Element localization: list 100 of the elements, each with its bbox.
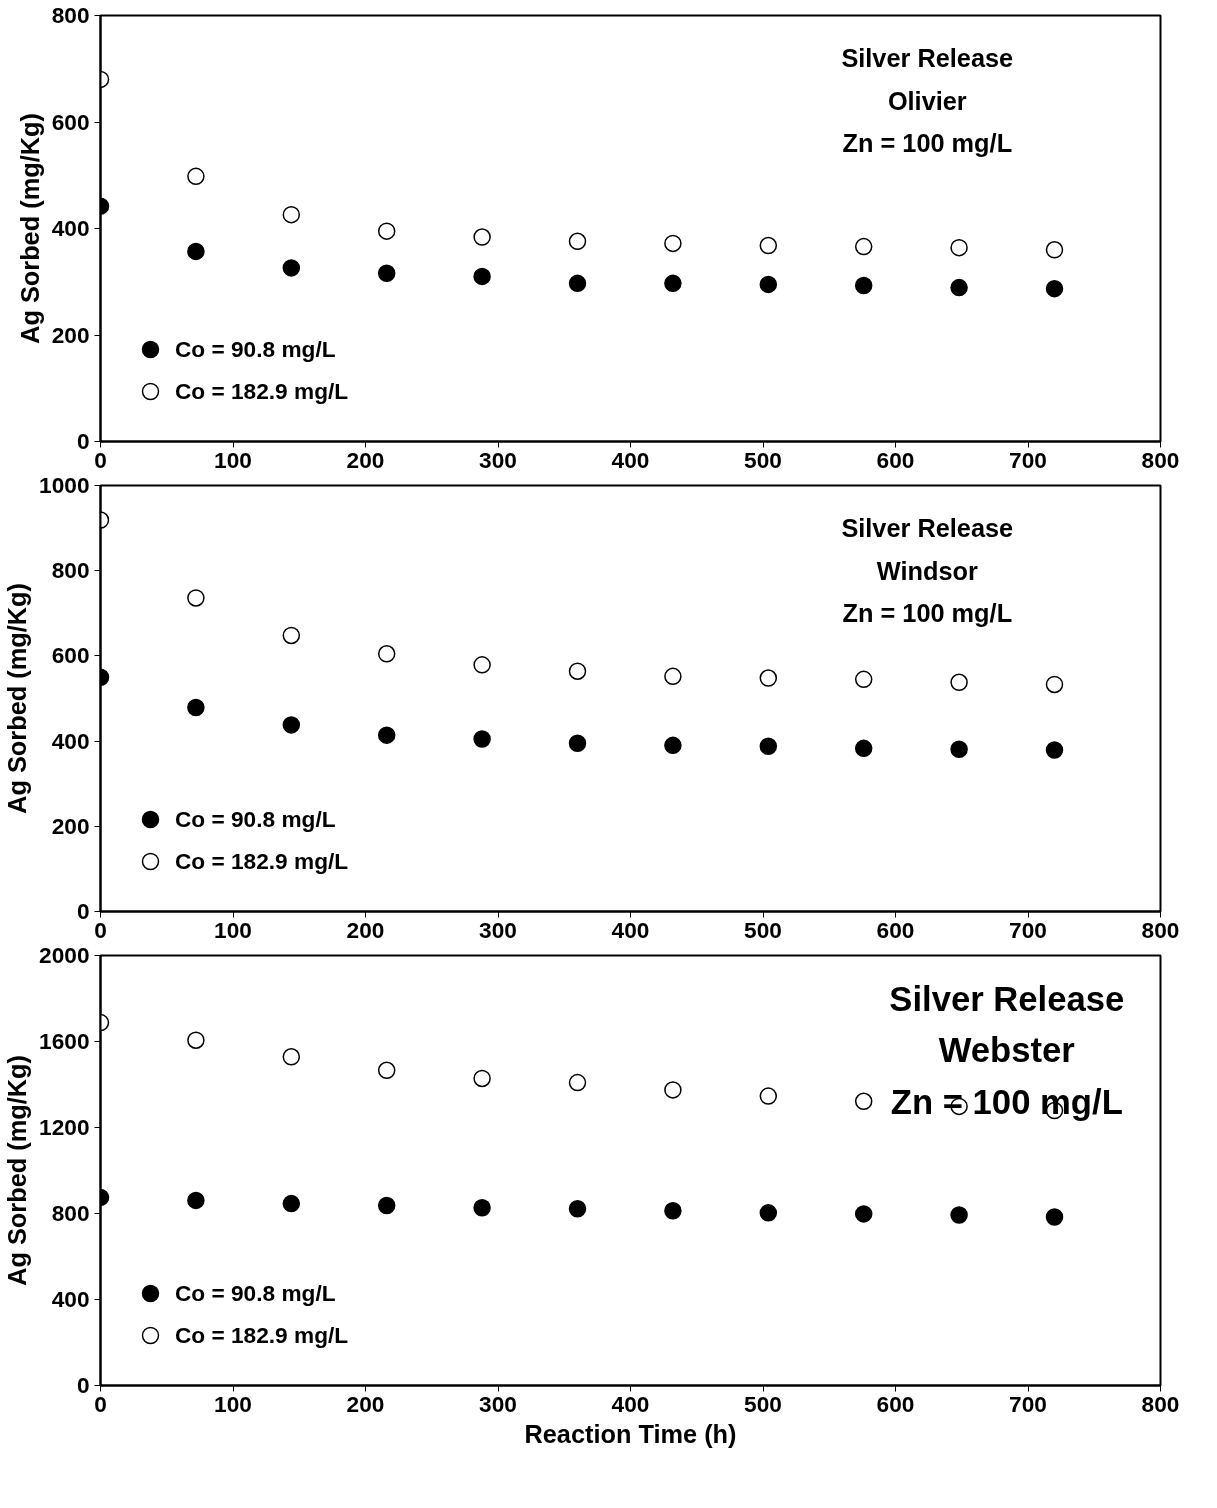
point <box>377 222 396 240</box>
point <box>377 1196 396 1215</box>
x-tick-label: 0 <box>94 1390 107 1417</box>
point <box>473 730 491 748</box>
point <box>282 205 301 224</box>
point <box>759 1087 778 1105</box>
legend-label: Co = 182.9 mg/L <box>175 846 349 876</box>
point <box>854 1092 873 1110</box>
point <box>664 1201 682 1220</box>
point <box>664 234 682 253</box>
x-tick-label: 400 <box>611 446 650 473</box>
y-tick-label: 400 <box>51 727 90 754</box>
point <box>950 278 968 297</box>
x-tick-label: 600 <box>876 446 915 473</box>
text: Silver Release Olivier Zn = 100 mg/L <box>841 44 1014 158</box>
point <box>187 589 205 607</box>
point <box>854 237 873 256</box>
point <box>759 1204 778 1222</box>
point <box>377 726 396 744</box>
point <box>854 276 873 295</box>
y-tick-label: 400 <box>51 215 90 241</box>
y-tick-label: 200 <box>51 812 90 839</box>
x-tick-label: 500 <box>744 1390 782 1417</box>
text: Silver Release Windsor Zn = 100 mg/L <box>841 514 1014 628</box>
point <box>473 656 491 674</box>
legend-label: Co = 182.9 mg/L <box>175 376 349 406</box>
x-tick-label: 300 <box>479 916 517 943</box>
point <box>664 667 682 686</box>
x-tick-label: 200 <box>346 446 385 473</box>
point <box>568 232 587 251</box>
point <box>282 1048 301 1066</box>
y-tick-label: 200 <box>51 321 90 348</box>
y-tick-label: 600 <box>51 108 90 135</box>
point <box>473 228 491 246</box>
x-tick-label: 700 <box>1009 1390 1047 1417</box>
y-tick-label: 600 <box>51 642 90 669</box>
x-axis-title: Reaction Time (h) <box>524 1419 737 1448</box>
point <box>1045 741 1064 759</box>
point <box>759 737 778 755</box>
point <box>187 242 205 261</box>
x-tick-label: 600 <box>876 916 915 943</box>
y-tick-label: 800 <box>51 2 90 28</box>
point <box>568 734 587 752</box>
y-tick-label: 1000 <box>39 472 90 498</box>
point <box>664 274 682 293</box>
point <box>568 1073 587 1092</box>
point <box>950 740 968 758</box>
point <box>854 1205 873 1223</box>
point <box>664 1081 682 1099</box>
y-tick-label: 400 <box>51 1286 90 1312</box>
x-tick-label: 100 <box>214 446 252 473</box>
point <box>282 716 301 734</box>
x-tick-label: 800 <box>1141 916 1180 943</box>
y-tick-label: 0 <box>76 428 90 454</box>
y-tick-label: 1200 <box>39 1114 90 1140</box>
x-tick-label: 0 <box>94 916 107 943</box>
point <box>473 1198 491 1217</box>
point <box>854 739 873 758</box>
point <box>1045 241 1064 259</box>
point <box>473 1069 491 1088</box>
point <box>664 736 682 755</box>
x-tick-label: 200 <box>346 1390 385 1417</box>
legend-label: Co = 90.8 mg/L <box>175 334 336 364</box>
point <box>282 626 301 645</box>
point <box>187 1031 205 1049</box>
y-tick-label: 0 <box>76 1372 90 1398</box>
x-tick-label: 200 <box>346 916 385 943</box>
point <box>950 238 968 257</box>
legend-label: Co = 90.8 mg/L <box>175 804 336 834</box>
x-tick-label: 500 <box>744 446 782 473</box>
point <box>854 670 873 689</box>
x-tick-label: 100 <box>214 1390 252 1417</box>
point <box>950 673 968 692</box>
x-tick-label: 300 <box>479 1390 517 1417</box>
point <box>187 167 205 186</box>
point <box>473 267 491 286</box>
point <box>282 1194 301 1213</box>
x-tick-label: 800 <box>1141 446 1180 473</box>
point <box>282 259 301 277</box>
point <box>187 1191 205 1210</box>
x-tick-label: 700 <box>1009 916 1047 943</box>
y-tick-label: 800 <box>51 557 90 584</box>
point <box>1045 675 1064 694</box>
point <box>377 645 396 663</box>
point <box>759 669 778 687</box>
y-axis-title: Ag Sorbed (mg/Kg) <box>15 113 44 344</box>
x-tick-label: 400 <box>611 916 650 943</box>
point <box>377 264 396 282</box>
point <box>1045 1208 1064 1226</box>
point <box>568 274 587 293</box>
y-axis-title: Ag Sorbed (mg/Kg) <box>3 583 32 814</box>
y-tick-label: 0 <box>76 898 90 924</box>
x-tick-label: 600 <box>876 1390 915 1417</box>
x-tick-label: 100 <box>214 916 252 943</box>
y-axis-title: Ag Sorbed (mg/Kg) <box>3 1055 32 1286</box>
point <box>187 698 205 717</box>
x-tick-label: 400 <box>611 1390 650 1417</box>
legend-label: Co = 182.9 mg/L <box>175 1320 349 1350</box>
point <box>759 236 778 255</box>
x-tick-label: 300 <box>479 446 517 473</box>
